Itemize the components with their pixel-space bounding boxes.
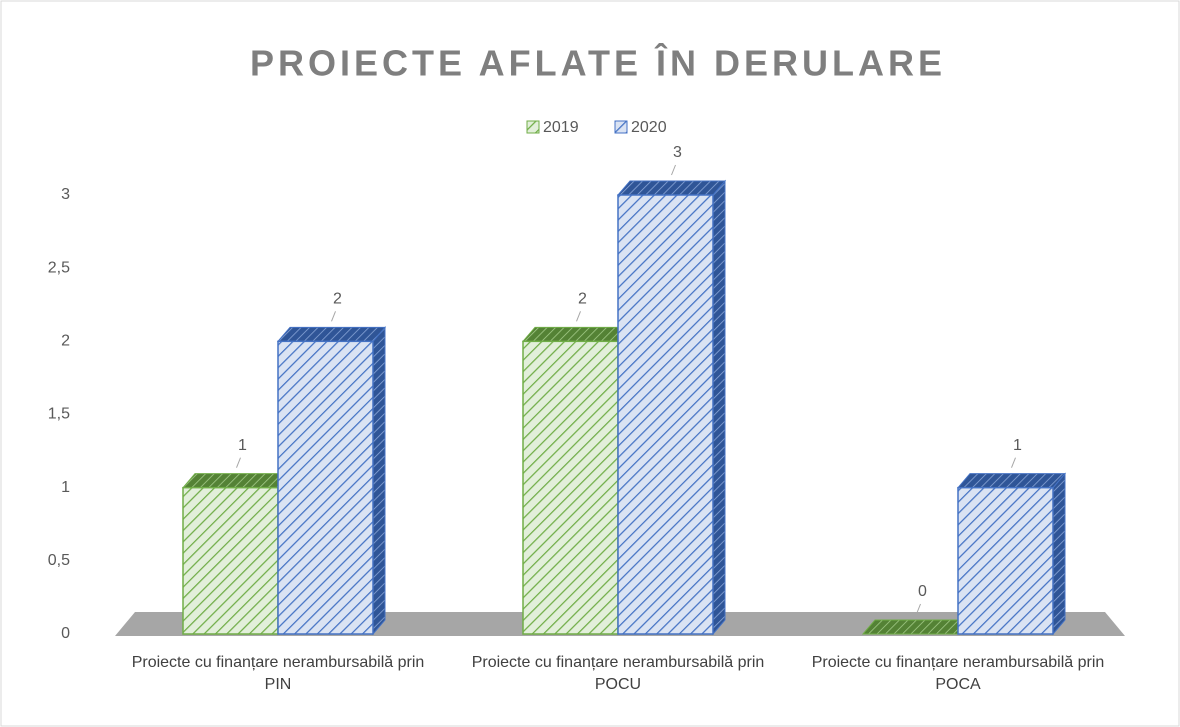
bar: [181, 472, 292, 636]
x-tick-label: Proiecte cu finanțare nerambursabilă pri…: [811, 654, 1105, 693]
data-label: 2: [578, 291, 587, 308]
leader-line: [576, 311, 581, 322]
chart-title: PROIECTE AFLATE ÎN DERULARE: [250, 42, 946, 84]
legend-label: 2019: [543, 119, 579, 136]
legend-swatch: [614, 120, 628, 134]
bar: [616, 179, 727, 636]
leader-line: [671, 164, 676, 176]
data-label: 1: [238, 437, 247, 454]
data-label: 2: [333, 291, 342, 308]
y-tick-label: 0,5: [48, 552, 70, 569]
leader-line: [331, 311, 336, 322]
y-tick-label: 2: [61, 333, 70, 350]
bar: [956, 472, 1067, 636]
y-tick-label: 3: [61, 186, 70, 203]
y-tick-label: 1,5: [48, 406, 70, 423]
legend-swatch: [526, 120, 540, 134]
bar: [861, 619, 972, 635]
x-tick-label: Proiecte cu finanțare nerambursabilă pri…: [131, 654, 425, 693]
y-tick-label: 0: [61, 625, 70, 642]
data-label: 0: [918, 583, 927, 600]
data-label: 3: [673, 144, 682, 161]
legend-label: 2020: [631, 119, 667, 136]
bar: [521, 325, 632, 636]
leader-line: [916, 603, 921, 615]
x-tick-label: Proiecte cu finanțare nerambursabilă pri…: [471, 654, 765, 693]
y-tick-label: 1: [61, 479, 70, 496]
leader-line: [236, 457, 241, 468]
leader-line: [1011, 457, 1016, 468]
bar: [276, 325, 387, 636]
y-tick-label: 2,5: [48, 259, 70, 276]
data-label: 1: [1013, 437, 1022, 454]
